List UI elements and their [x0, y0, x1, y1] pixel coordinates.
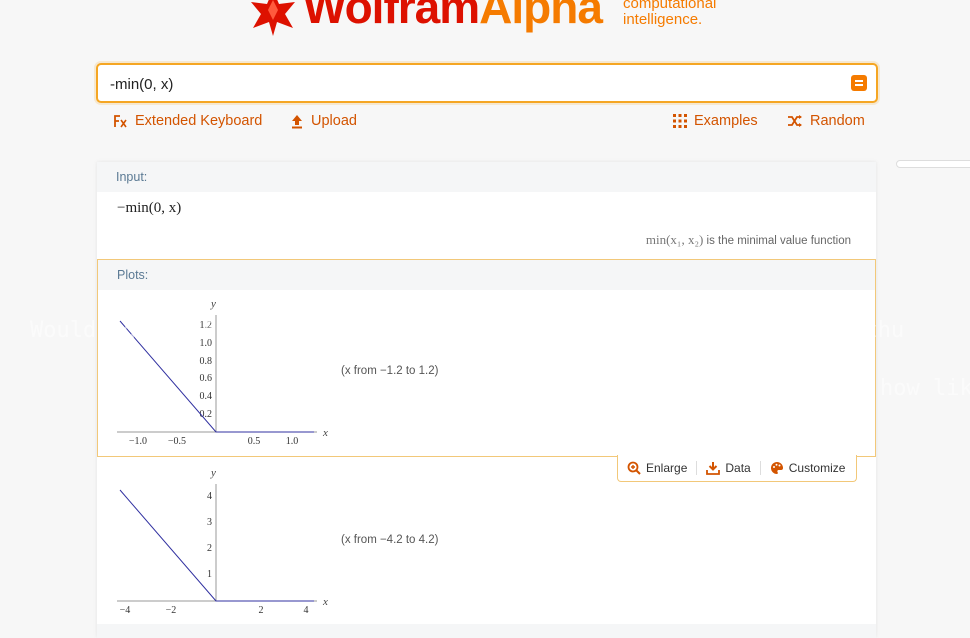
input-pod-title: Input: — [116, 170, 148, 184]
keyboard-fx-icon — [114, 115, 127, 128]
plot-2-x-tick: −2 — [166, 605, 177, 616]
plot-1-y-tick: 0.6 — [200, 373, 213, 384]
upload-icon — [292, 115, 302, 129]
palette-icon — [770, 462, 783, 474]
plot-2-y-tick: 3 — [207, 517, 212, 528]
plot-2-y-tick: 2 — [207, 543, 212, 554]
plot-1-y-tick: 1.0 — [200, 338, 213, 349]
shuffle-icon — [788, 115, 802, 127]
extended-keyboard-button[interactable]: Extended Keyboard — [112, 113, 262, 129]
brand-tagline: computational intelligence. — [623, 0, 717, 28]
plot-2-x-tick: 4 — [304, 605, 309, 616]
plot-2-y-tick: 1 — [207, 569, 212, 580]
examples-button[interactable]: Examples — [673, 113, 758, 129]
plot-1-y-label: y — [210, 298, 216, 310]
plot-1-curve — [119, 320, 314, 433]
plot-1-x-tick: −0.5 — [168, 436, 186, 447]
input-note: min(x₁, x₂) is the minimal value functio… — [646, 232, 851, 248]
plot-1-y-tick: 0.4 — [200, 391, 213, 402]
plot-2-curve — [119, 489, 314, 602]
download-icon — [706, 462, 721, 475]
scroll-indicator[interactable] — [896, 160, 970, 168]
plots-pod-header: Plots: — [98, 260, 875, 290]
search-box — [96, 63, 878, 103]
customize-button[interactable]: Customize — [761, 461, 855, 475]
plot-2[interactable]: y x 4 3 2 1 −4 −2 2 4 — [111, 464, 341, 619]
input-note-function: min(x₁, x₂) — [645, 232, 704, 247]
examples-label: Examples — [694, 113, 758, 129]
search-input[interactable] — [108, 72, 832, 96]
brand-wordmark: WolframAlpha — [303, 0, 603, 33]
action-separator — [759, 461, 761, 475]
plot-2-x-label: x — [322, 596, 328, 608]
action-separator — [696, 461, 698, 475]
plot-1-range: (x from −1.2 to 1.2) — [341, 365, 439, 377]
random-button[interactable]: Random — [787, 113, 865, 129]
random-label: Random — [810, 113, 865, 129]
plot-2-y-tick: 4 — [207, 491, 212, 502]
upload-label: Upload — [311, 113, 357, 129]
plot-actions-bar: Enlarge Data Customize — [617, 455, 857, 482]
plot-1-y-tick: 0.8 — [200, 356, 213, 367]
overlay-caption-line-2: how lik — [880, 376, 970, 401]
customize-label: Customize — [788, 461, 846, 475]
wolfram-spikey-icon — [251, 0, 295, 36]
equals-icon[interactable] — [851, 75, 867, 91]
plot-2-x-tick: 2 — [259, 605, 264, 616]
input-pod-header: Input: — [97, 162, 876, 192]
plot-1-x-tick: 0.5 — [248, 436, 261, 447]
grid-dots-icon — [673, 114, 687, 128]
plot-1-x-tick: −1.0 — [129, 436, 147, 447]
next-pod-header — [97, 624, 876, 638]
results-card: Input: −min(0, x) min(x₁, x₂) is the min… — [97, 162, 876, 638]
data-button[interactable]: Data — [697, 461, 759, 475]
data-label: Data — [725, 461, 751, 475]
extended-keyboard-label: Extended Keyboard — [135, 113, 263, 129]
plot-1-y-tick: 0.2 — [200, 409, 213, 420]
plot-1-y-tick: 1.2 — [200, 320, 213, 331]
enlarge-label: Enlarge — [646, 461, 688, 475]
plot-1-x-tick: 1.0 — [286, 436, 299, 447]
zoom-in-icon — [627, 461, 641, 475]
plots-pod-title: Plots: — [117, 268, 149, 282]
plot-2-x-tick: −4 — [120, 605, 131, 616]
upload-button[interactable]: Upload — [290, 113, 357, 129]
input-note-text: is the minimal value function — [706, 235, 851, 247]
plot-2-y-label: y — [210, 467, 216, 479]
plots-pod: Plots: — [97, 259, 876, 457]
plot-1[interactable]: y x 1.2 1.0 0.8 0.6 0.4 0.2 −1.0 −0.5 0.… — [111, 295, 341, 450]
enlarge-button[interactable]: Enlarge — [618, 461, 696, 475]
plot-1-x-label: x — [322, 427, 328, 439]
plot-2-range: (x from −4.2 to 4.2) — [341, 534, 439, 546]
input-expression: −min(0, x) — [117, 200, 182, 216]
